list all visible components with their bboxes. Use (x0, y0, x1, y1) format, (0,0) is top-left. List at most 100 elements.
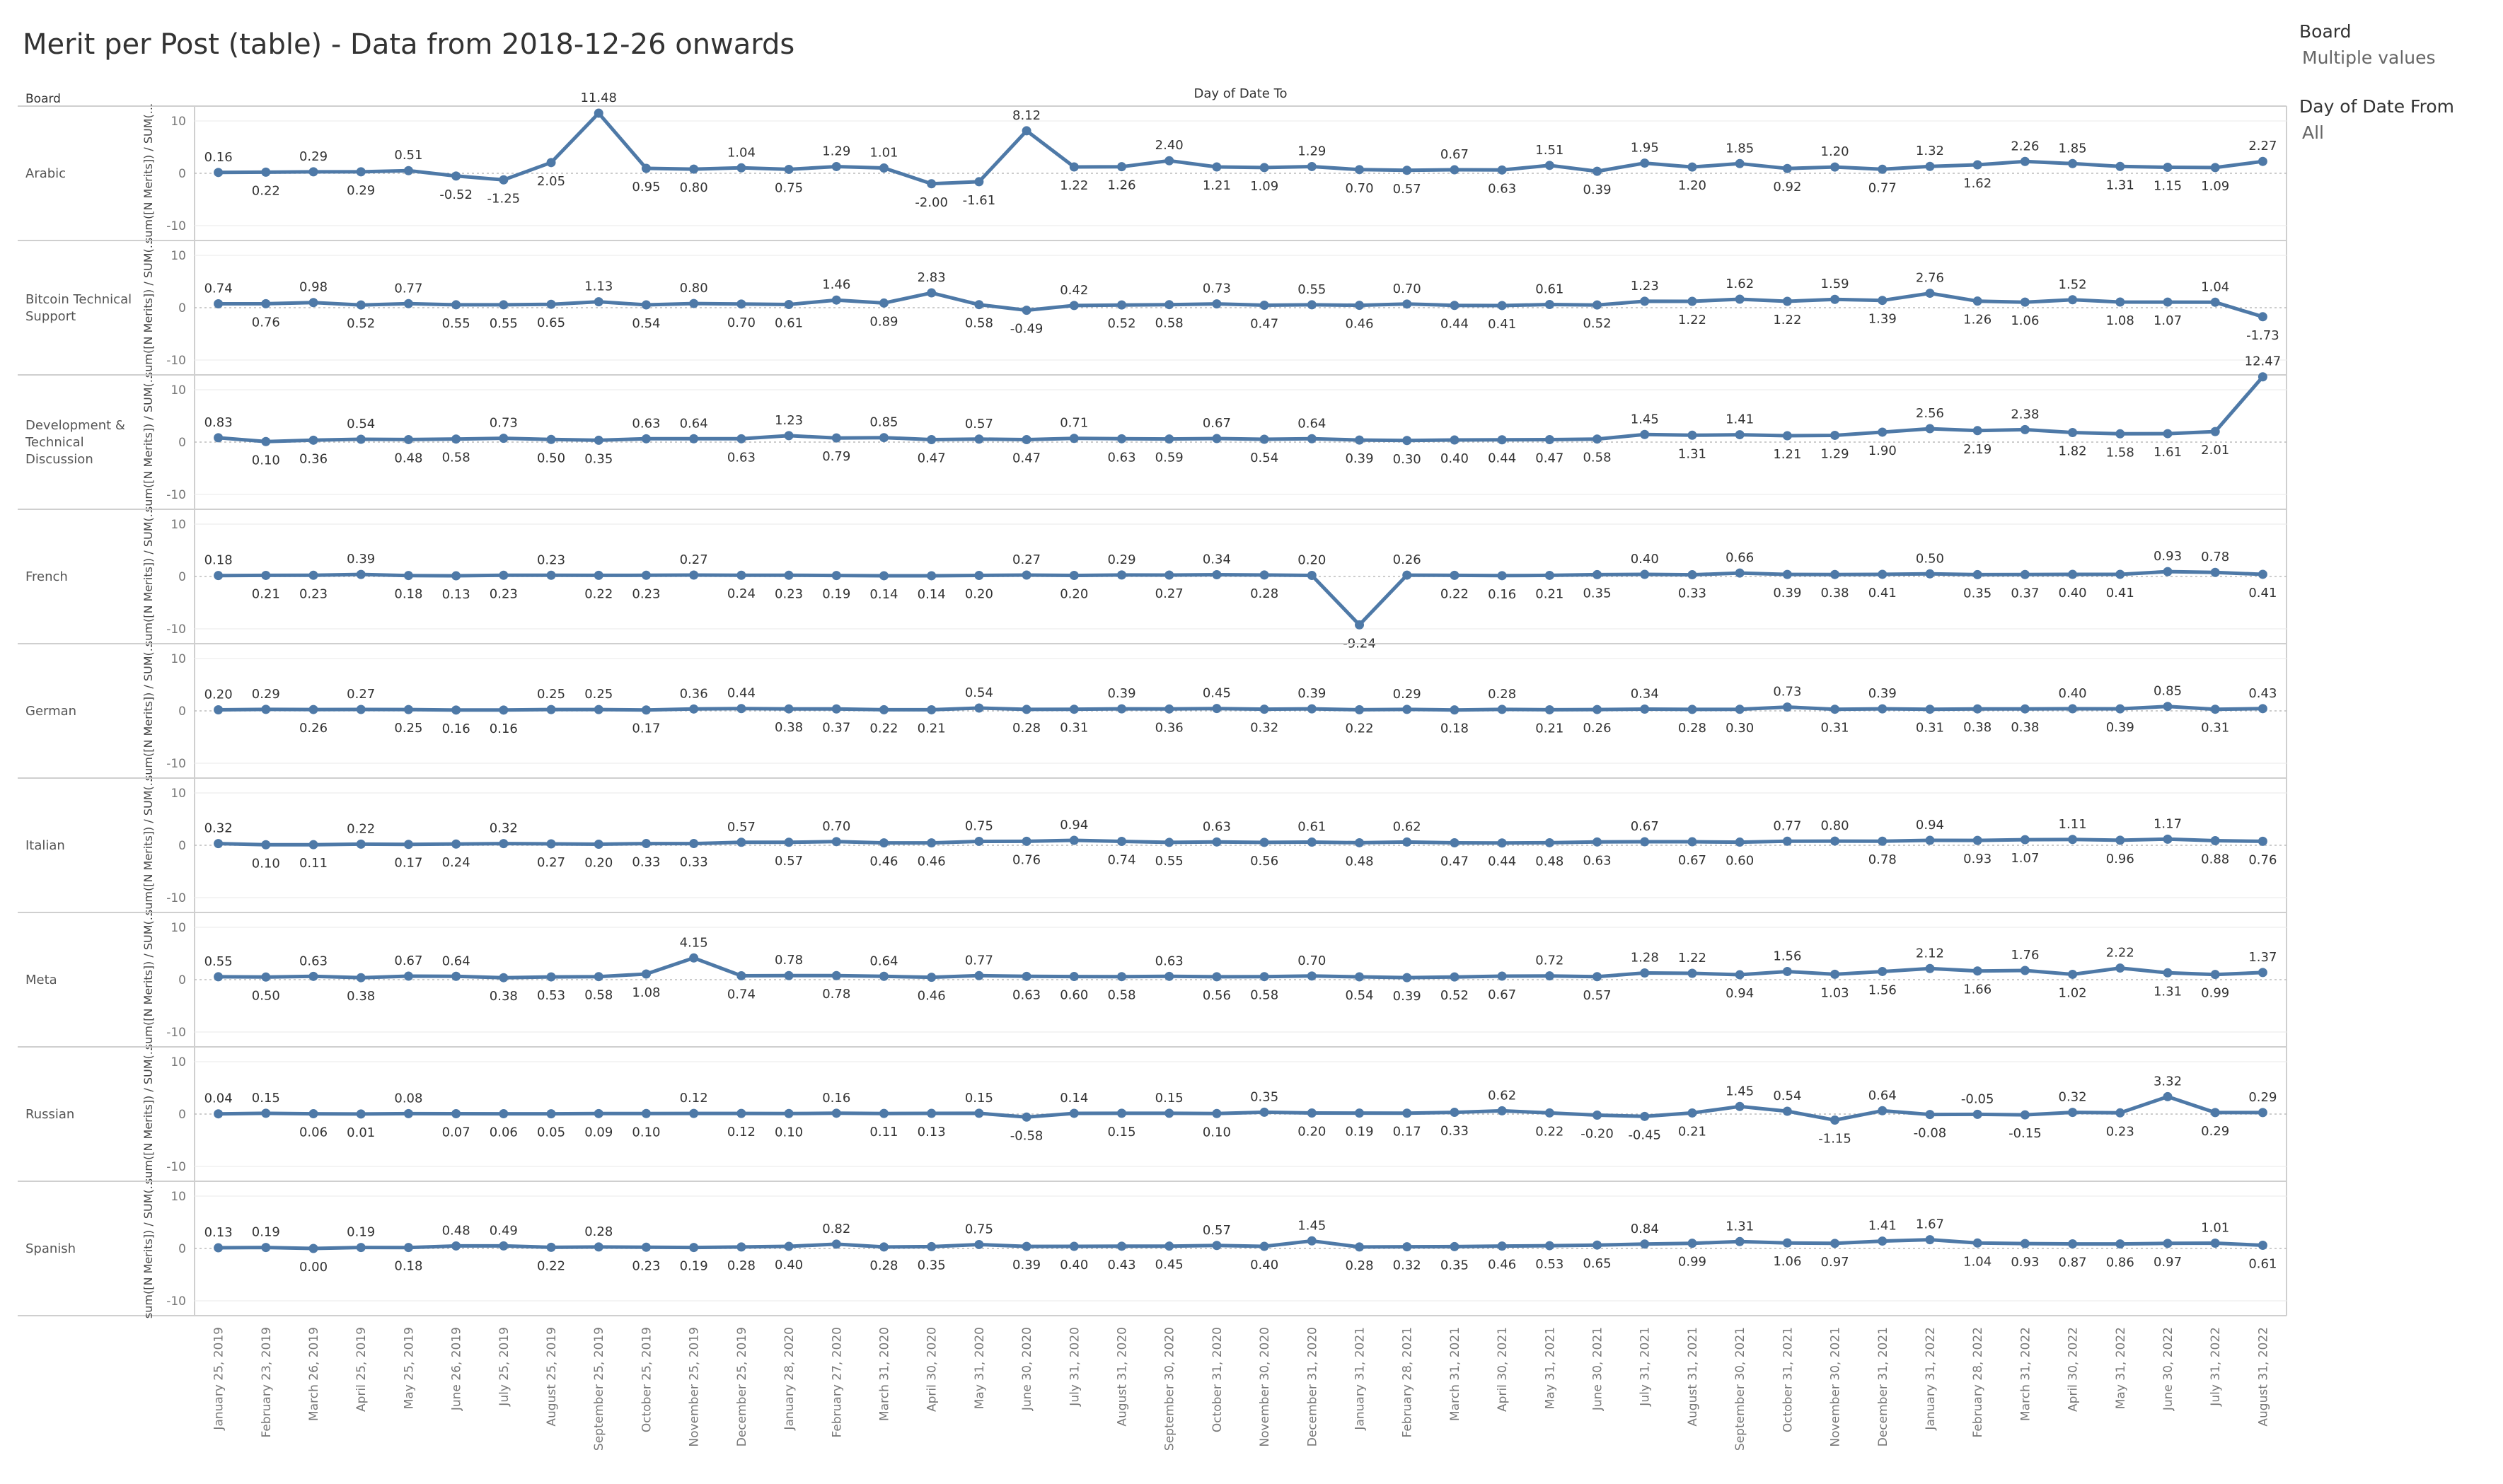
data-label: 0.29 (2248, 1090, 2277, 1105)
data-point (546, 972, 556, 982)
data-point (736, 1242, 746, 1252)
data-label: -0.45 (1628, 1128, 1661, 1142)
data-point (879, 433, 889, 443)
data-label: 0.31 (2201, 721, 2229, 736)
y-axis-title: sum([N Merits]) / SUM(... (141, 1044, 155, 1184)
x-tick-label: June 30, 2022 (2161, 1327, 2175, 1411)
data-point (1592, 972, 1602, 982)
data-point (1544, 1108, 1554, 1118)
data-point (831, 433, 841, 443)
data-point (1402, 1108, 1412, 1118)
data-label: 0.40 (1631, 552, 1659, 567)
data-point (1402, 705, 1412, 714)
data-label: 0.28 (1012, 721, 1041, 736)
data-label: 0.15 (965, 1091, 993, 1106)
data-label: 0.31 (1060, 721, 1088, 736)
data-label: 0.45 (1155, 1258, 1184, 1273)
data-label: 0.10 (632, 1125, 660, 1140)
data-point (1116, 837, 1126, 847)
data-point (261, 167, 271, 177)
filter-board[interactable]: Board Multiple values (2299, 21, 2483, 68)
x-tick-label: July 31, 2022 (2209, 1327, 2223, 1407)
data-label: 0.57 (1583, 988, 1611, 1003)
data-label: 0.20 (1297, 553, 1326, 568)
filter-date-from[interactable]: Day of Date From All (2299, 96, 2483, 143)
data-label: 0.86 (2106, 1256, 2134, 1270)
data-point (974, 1239, 984, 1249)
data-point (1164, 300, 1174, 310)
data-label: 0.64 (869, 953, 898, 968)
row-label: Arabic (25, 166, 66, 181)
data-label: 0.21 (918, 721, 946, 736)
data-point (261, 436, 271, 446)
data-point (2258, 569, 2267, 579)
data-point (1640, 569, 1650, 579)
data-label: 0.47 (918, 451, 946, 466)
data-point (1355, 1108, 1365, 1118)
data-point (831, 571, 841, 581)
data-point (2068, 569, 2078, 579)
data-label: 1.41 (1868, 1219, 1897, 1234)
data-point (499, 570, 509, 580)
data-point (594, 705, 603, 714)
data-label: 0.55 (1155, 854, 1184, 869)
data-point (1544, 971, 1554, 981)
data-point (831, 1108, 841, 1118)
data-label: 0.12 (727, 1125, 756, 1140)
data-label: 0.15 (1107, 1125, 1135, 1140)
data-point (214, 839, 224, 849)
data-label: 1.26 (1963, 313, 1992, 327)
data-label: 0.10 (252, 453, 280, 468)
data-label: 0.49 (490, 1223, 518, 1238)
data-label: 0.80 (680, 180, 708, 195)
data-point (1735, 837, 1745, 847)
data-label: 1.37 (2248, 950, 2277, 965)
data-point (2258, 836, 2267, 846)
data-label: 0.06 (490, 1125, 518, 1140)
data-label: 0.52 (1583, 316, 1611, 331)
data-label: 1.17 (2154, 816, 2182, 831)
data-point (784, 1108, 794, 1118)
filter-board-value[interactable]: Multiple values (2302, 47, 2436, 68)
data-point (214, 168, 224, 178)
data-point (641, 839, 651, 849)
data-label: 2.38 (2011, 407, 2039, 422)
data-point (1450, 301, 1459, 311)
data-point (356, 300, 366, 310)
data-label: 0.22 (1535, 1124, 1563, 1139)
data-label: 0.75 (965, 818, 993, 833)
y-axis-title: sum([N Merits]) / SUM(... (141, 506, 155, 647)
data-point (356, 1109, 366, 1119)
y-tick-label: 0 (178, 436, 186, 450)
data-label: 0.48 (1535, 854, 1563, 869)
data-label: 0.27 (1155, 586, 1184, 601)
data-label: -0.49 (1010, 322, 1044, 337)
data-point (308, 167, 318, 177)
data-label: 0.63 (1155, 953, 1184, 968)
data-point (2068, 158, 2078, 168)
data-point (1640, 837, 1650, 847)
x-tick-label: April 25, 2019 (354, 1327, 369, 1412)
data-point (1355, 1242, 1365, 1252)
row-label: German (25, 704, 76, 719)
data-label: 1.07 (2011, 851, 2039, 866)
data-point (214, 1109, 224, 1119)
data-label: 0.36 (299, 451, 328, 466)
data-label: 1.39 (1868, 312, 1897, 327)
data-label: 0.18 (204, 553, 233, 568)
data-point (2210, 567, 2220, 577)
data-point (308, 435, 318, 445)
data-point (1212, 837, 1222, 847)
data-point (1450, 1108, 1459, 1118)
data-label: 1.15 (2154, 178, 2182, 193)
data-point (1592, 166, 1602, 176)
data-label: 0.20 (965, 587, 993, 602)
data-point (736, 570, 746, 580)
data-point (1544, 1241, 1554, 1251)
data-point (499, 1109, 509, 1119)
filter-date-from-value[interactable]: All (2302, 122, 2324, 143)
data-label: 0.15 (1155, 1091, 1184, 1106)
data-point (1164, 704, 1174, 714)
series-line (218, 956, 2263, 980)
data-point (927, 838, 937, 848)
